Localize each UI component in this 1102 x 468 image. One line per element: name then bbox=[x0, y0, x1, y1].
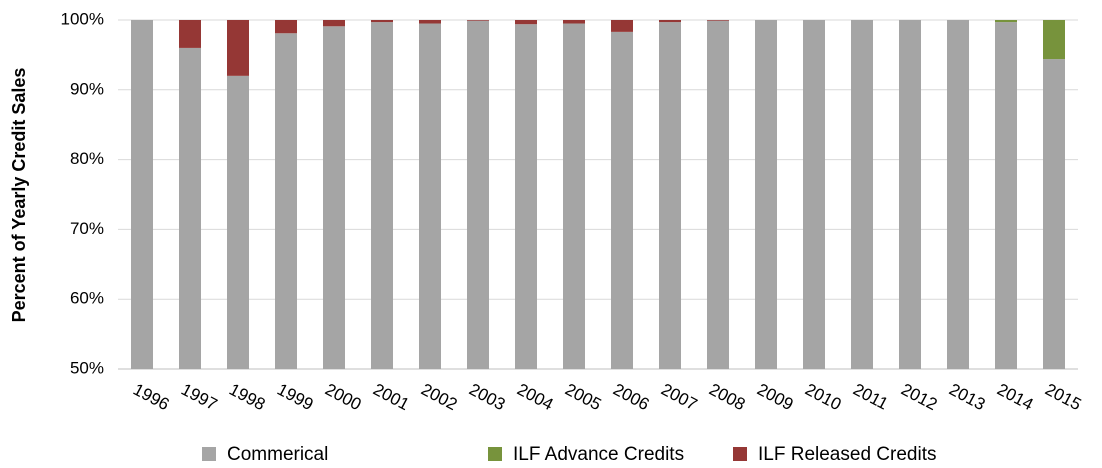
x-tick-label: 1998 bbox=[226, 380, 268, 415]
legend-label: ILF Released Credits bbox=[758, 444, 936, 465]
x-tick-label: 2002 bbox=[418, 380, 460, 415]
x-tick-label: 2014 bbox=[994, 380, 1036, 415]
y-tick-label: 50% bbox=[70, 358, 104, 377]
bar-segment bbox=[755, 20, 777, 369]
bar-segment bbox=[419, 20, 441, 24]
bar-segment bbox=[371, 22, 393, 369]
x-tick-label: 2005 bbox=[562, 380, 604, 415]
x-tick-label: 2007 bbox=[658, 380, 700, 415]
x-tick-label: 2004 bbox=[514, 380, 556, 415]
bar-segment bbox=[1043, 20, 1065, 60]
bar-segment bbox=[179, 47, 201, 369]
bar-segment bbox=[515, 20, 537, 25]
x-tick-label: 2006 bbox=[610, 380, 652, 415]
bars bbox=[131, 20, 1065, 369]
x-tick-label: 2001 bbox=[370, 380, 412, 415]
bar-segment bbox=[899, 20, 921, 369]
y-tick-label: 100% bbox=[61, 9, 104, 28]
bar-segment bbox=[323, 26, 345, 369]
bar-segment bbox=[275, 33, 297, 369]
bar-segment bbox=[707, 20, 729, 369]
bar-segment bbox=[179, 20, 201, 48]
bar-segment bbox=[467, 20, 489, 21]
y-tick-label: 80% bbox=[70, 149, 104, 168]
y-tick-label: 70% bbox=[70, 219, 104, 238]
bar-segment bbox=[995, 20, 1017, 23]
bar-segment bbox=[419, 23, 441, 369]
x-tick-label: 2000 bbox=[322, 380, 364, 415]
bar-segment bbox=[131, 20, 153, 369]
x-tick-label: 2010 bbox=[802, 380, 844, 415]
x-tick-label: 1996 bbox=[130, 380, 172, 415]
bar-segment bbox=[947, 20, 969, 369]
bar-segment bbox=[611, 31, 633, 369]
bar-segment bbox=[227, 20, 249, 76]
bar-segment bbox=[803, 20, 825, 369]
bar-segment bbox=[611, 20, 633, 32]
x-tick-label: 2009 bbox=[754, 380, 796, 415]
bar-segment bbox=[995, 22, 1017, 369]
legend-swatch bbox=[733, 447, 747, 461]
bar-segment bbox=[323, 20, 345, 27]
bar-segment bbox=[467, 20, 489, 369]
bar-segment bbox=[371, 20, 393, 23]
bar-segment bbox=[707, 20, 729, 21]
y-tick-label: 60% bbox=[70, 289, 104, 308]
x-tick-label: 2015 bbox=[1042, 380, 1084, 415]
bar-segment bbox=[515, 24, 537, 369]
bar-segment bbox=[563, 23, 585, 369]
y-tick-label: 90% bbox=[70, 79, 104, 98]
legend-swatch bbox=[202, 447, 216, 461]
x-tick-label: 2003 bbox=[466, 380, 508, 415]
bar-segment bbox=[275, 20, 297, 34]
bar-segment bbox=[659, 22, 681, 369]
bar-segment bbox=[563, 20, 585, 24]
legend-swatch bbox=[488, 447, 502, 461]
x-tick-label: 2008 bbox=[706, 380, 748, 415]
grid bbox=[118, 19, 1078, 370]
x-tick-label: 2011 bbox=[850, 380, 891, 414]
bar-segment bbox=[851, 20, 873, 369]
x-tick-label: 2012 bbox=[898, 380, 940, 415]
x-tick-label: 1999 bbox=[274, 380, 316, 415]
bar-segment bbox=[227, 75, 249, 369]
legend-label: ILF Advance Credits bbox=[513, 444, 684, 465]
x-tick-label: 1997 bbox=[178, 380, 220, 415]
bar-segment bbox=[1043, 59, 1065, 369]
legend-label: Commerical bbox=[227, 444, 328, 465]
y-axis-title: Percent of Yearly Credit Sales bbox=[9, 68, 29, 323]
bar-segment bbox=[659, 20, 681, 23]
x-tick-label: 2013 bbox=[946, 380, 988, 415]
